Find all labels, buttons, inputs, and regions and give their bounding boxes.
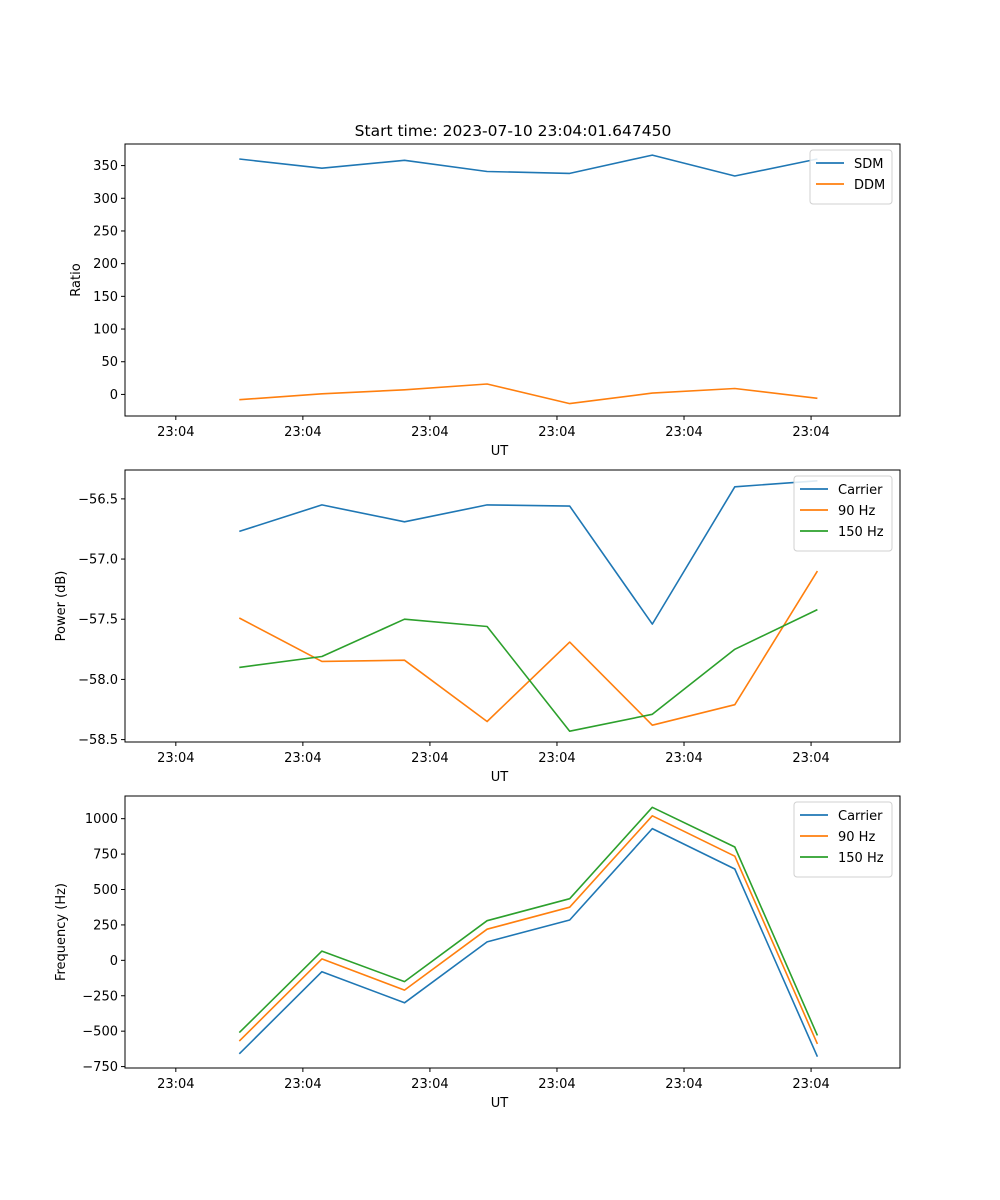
legend: Carrier 90 Hz 150 Hz — [793, 475, 893, 552]
x-tick-label: 23:04 — [411, 1077, 448, 1092]
axes-frame — [124, 469, 901, 743]
x-tick-label: 23:04 — [665, 425, 702, 440]
y-tick-label: 250 — [93, 918, 118, 933]
y-axis-label: Power (dB) — [54, 571, 69, 642]
legend-box — [793, 801, 893, 878]
legend-label: 150 Hz — [838, 525, 884, 540]
legend: SDM DDM — [809, 149, 893, 205]
series-line-90-hz — [238, 570, 819, 727]
y-tick-label: −57.0 — [78, 553, 118, 568]
x-tick-label: 23:04 — [538, 751, 575, 766]
series-line-carrier — [238, 827, 819, 1058]
x-tick-label: 23:04 — [792, 425, 829, 440]
x-axis-label: UT — [491, 444, 509, 459]
x-tick-label: 23:04 — [538, 1077, 575, 1092]
x-tick-label: 23:04 — [665, 751, 702, 766]
series-line-150-hz — [238, 806, 819, 1036]
chart-panel-1: 23:04 23:04 23:04 23:04 23:04 23:04 0 50 100 150 2… — [69, 143, 901, 459]
x-tick-label: 23:04 — [157, 1077, 194, 1092]
y-tick-label: 0 — [110, 388, 118, 403]
chart-panel-3: 23:04 23:04 23:04 23:04 23:04 23:04 −750 −500 −2… — [54, 795, 901, 1111]
plots: 23:04 23:04 23:04 23:04 23:04 23:04 0 50 100 150 2… — [54, 143, 901, 1111]
y-tick-label: 300 — [93, 192, 118, 207]
series-line-carrier — [239, 480, 818, 625]
y-tick-label: 350 — [93, 159, 118, 174]
series-line-sdm — [239, 154, 818, 177]
y-tick-label: −58.0 — [78, 673, 118, 688]
y-tick-label: 250 — [93, 224, 118, 239]
legend: Carrier 90 Hz 150 Hz — [793, 801, 893, 878]
x-tick-label: 23:04 — [284, 751, 321, 766]
x-tick-label: 23:04 — [792, 751, 829, 766]
y-tick-label: 200 — [93, 257, 118, 272]
y-tick-label: 0 — [110, 954, 118, 969]
y-tick-label: 50 — [101, 355, 118, 370]
x-tick-label: 23:04 — [665, 1077, 702, 1092]
y-tick-label: −750 — [82, 1060, 118, 1075]
series-line-90-hz — [238, 814, 819, 1045]
legend-box — [793, 475, 893, 552]
legend-label: SDM — [854, 157, 883, 172]
y-tick-label: −58.5 — [78, 733, 118, 748]
x-tick-label: 23:04 — [538, 425, 575, 440]
x-axis-label: UT — [491, 1096, 509, 1111]
x-tick-label: 23:04 — [284, 1077, 321, 1092]
y-tick-label: 1000 — [85, 812, 118, 827]
y-tick-label: 150 — [93, 290, 118, 305]
x-tick-label: 23:04 — [284, 425, 321, 440]
x-tick-label: 23:04 — [411, 425, 448, 440]
legend-label: Carrier — [838, 809, 883, 824]
x-tick-label: 23:04 — [411, 751, 448, 766]
y-tick-label: −250 — [82, 989, 118, 1004]
legend-label: 90 Hz — [838, 504, 875, 519]
y-tick-label: 100 — [93, 323, 118, 338]
x-tick-label: 23:04 — [157, 425, 194, 440]
y-axis-label: Frequency (Hz) — [54, 883, 69, 981]
y-tick-label: 500 — [93, 883, 118, 898]
legend-label: Carrier — [838, 483, 883, 498]
chart-panel-2: 23:04 23:04 23:04 23:04 23:04 23:04 −58.5 −58.0… — [54, 469, 901, 785]
series-line-ddm — [239, 383, 818, 405]
y-axis-label: Ratio — [69, 263, 84, 296]
y-tick-label: 750 — [93, 848, 118, 863]
x-tick-label: 23:04 — [157, 751, 194, 766]
figure-title: Start time: 2023-07-10 23:04:01.647450 — [355, 122, 672, 140]
x-axis-label: UT — [491, 770, 509, 785]
legend-label: 150 Hz — [838, 851, 884, 866]
legend-label: 90 Hz — [838, 830, 875, 845]
x-tick-label: 23:04 — [792, 1077, 829, 1092]
axes-frame — [124, 795, 901, 1069]
legend-label: DDM — [854, 178, 885, 193]
y-tick-label: −500 — [82, 1025, 118, 1040]
axes-frame — [124, 143, 901, 417]
series-line-150-hz — [239, 608, 818, 733]
y-tick-label: −56.5 — [78, 492, 118, 507]
y-tick-label: −57.5 — [78, 613, 118, 628]
